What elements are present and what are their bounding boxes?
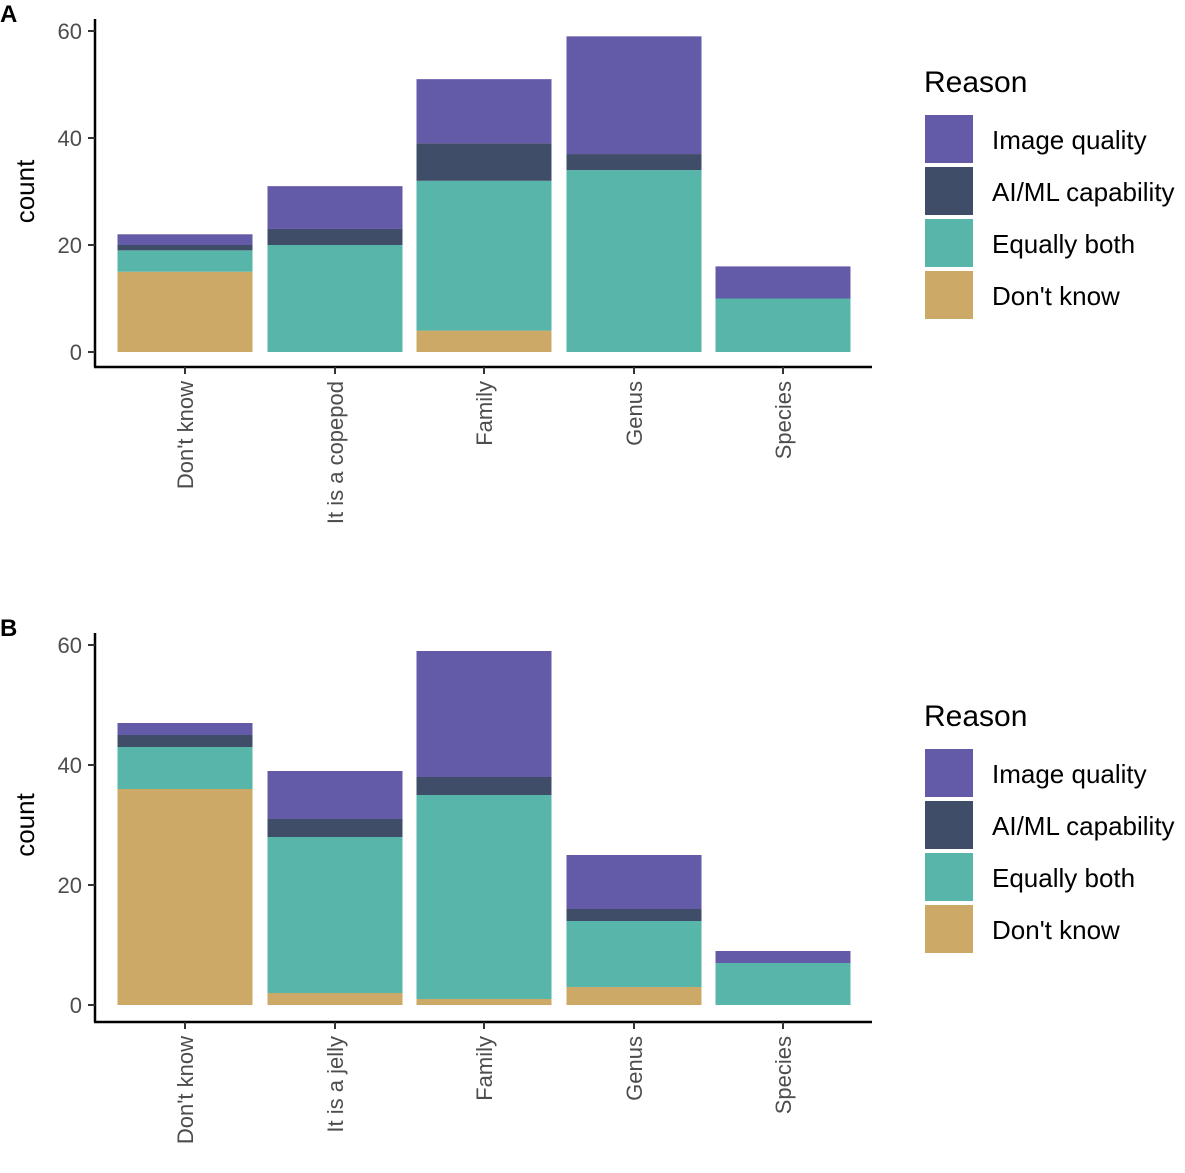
bar-segment [416, 180, 552, 331]
x-tick-label: Family [472, 381, 497, 446]
bar-segment [566, 170, 702, 352]
panel-B: B 0 20 40 60 count Don't know It is a jelly Fami… [0, 615, 1175, 1144]
legend-key [925, 219, 973, 267]
panel-label: A [0, 1, 17, 28]
bar-segment [416, 143, 552, 181]
bar-segment [416, 651, 552, 777]
x-tick-label: Don't know [173, 381, 198, 489]
bar-segment [715, 266, 851, 299]
x-tick-label: It is a jelly [323, 1036, 348, 1133]
bar-segment [117, 735, 253, 747]
bar-segment [267, 819, 403, 837]
legend-label: AI/ML capability [992, 177, 1175, 207]
y-tick-label: 60 [58, 633, 82, 658]
bar-segment [267, 228, 403, 245]
bar-segment [566, 36, 702, 155]
bar-segment [416, 795, 552, 999]
bar-segment [267, 245, 403, 352]
bar-segment [715, 951, 851, 963]
y-tick-label: 20 [58, 233, 82, 258]
legend-key [925, 167, 973, 215]
panel-A: A 0 20 40 60 count Don't know It is a copepod Fa… [0, 1, 1175, 524]
bar-segment [566, 921, 702, 987]
legend-label: Don't know [992, 281, 1120, 311]
legend-key [925, 801, 973, 849]
legend-label: Equally both [992, 863, 1135, 893]
bar-segment [566, 987, 702, 1005]
legend-key [925, 115, 973, 163]
y-tick-label: 60 [58, 19, 82, 44]
bar-segment [715, 298, 851, 352]
y-tick-label: 40 [58, 753, 82, 778]
bar-segment [117, 250, 253, 272]
bar-segment [566, 909, 702, 921]
legend-label: Don't know [992, 915, 1120, 945]
bar-segment [566, 154, 702, 171]
y-tick-label: 0 [70, 340, 82, 365]
legend-label: Image quality [992, 759, 1147, 789]
legend-key [925, 905, 973, 953]
bar-segment [117, 723, 253, 735]
x-tick-label: It is a copepod [323, 381, 348, 524]
bar-segment [416, 79, 552, 144]
x-tick-label: Species [771, 1036, 796, 1114]
legend-title: Reason [924, 66, 1027, 99]
bar-segment [267, 837, 403, 993]
bar-segment [267, 993, 403, 1005]
bar-segment [566, 855, 702, 909]
bar-segment [117, 747, 253, 789]
y-axis-label: count [10, 159, 40, 223]
bar-segment [117, 271, 253, 352]
x-tick-label: Genus [622, 1036, 647, 1101]
bar-segment [715, 963, 851, 1005]
y-axis-label: count [10, 792, 40, 856]
y-tick-label: 20 [58, 873, 82, 898]
y-tick-label: 0 [70, 993, 82, 1018]
bar-segment [267, 186, 403, 229]
x-tick-label: Genus [622, 381, 647, 446]
bar-segment [267, 771, 403, 819]
panel-label: B [0, 615, 17, 642]
legend-label: Equally both [992, 229, 1135, 259]
legend-label: AI/ML capability [992, 811, 1175, 841]
legend-key [925, 749, 973, 797]
legend-label: Image quality [992, 125, 1147, 155]
bar-segment [416, 999, 552, 1005]
x-tick-label: Family [472, 1036, 497, 1101]
bar-segment [117, 789, 253, 1005]
bar-segment [117, 234, 253, 245]
bar-segment [117, 245, 253, 251]
legend-key [925, 853, 973, 901]
x-tick-label: Species [771, 381, 796, 459]
legend-title: Reason [924, 700, 1027, 733]
x-tick-label: Don't know [173, 1036, 198, 1144]
legend-key [925, 271, 973, 319]
y-tick-label: 40 [58, 126, 82, 151]
bar-segment [416, 330, 552, 352]
bar-segment [416, 777, 552, 795]
